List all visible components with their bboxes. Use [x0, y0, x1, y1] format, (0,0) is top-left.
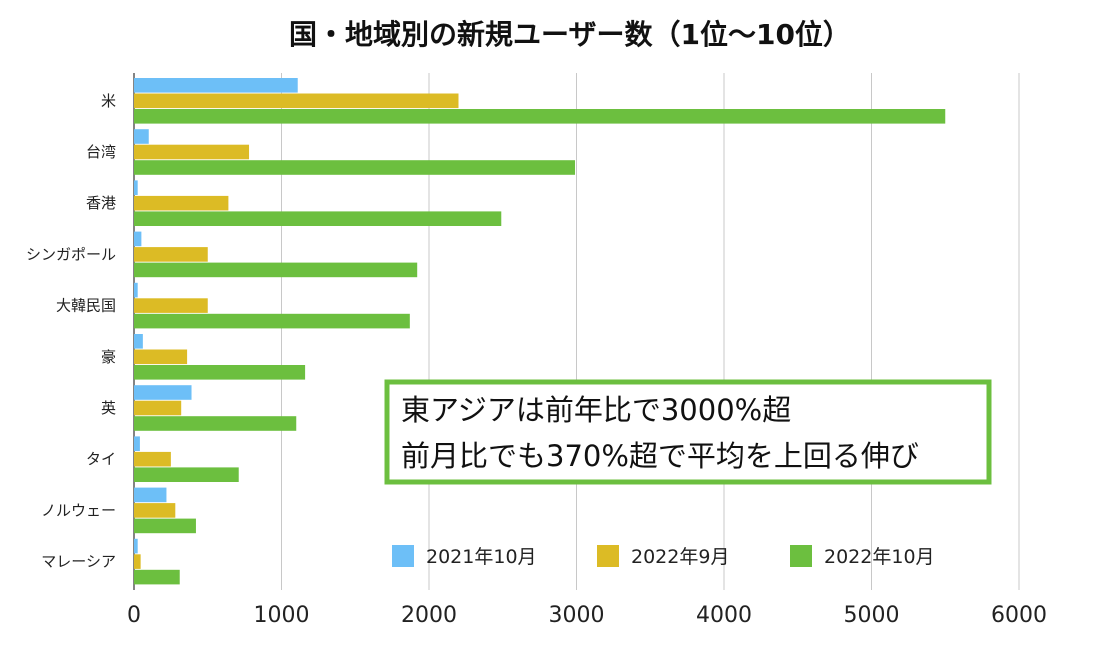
bar — [134, 282, 138, 298]
bar — [134, 160, 576, 175]
bar — [134, 247, 208, 262]
legend-label: 2021年10月 — [426, 546, 537, 568]
bar — [134, 93, 459, 109]
category-label: ノルウェー — [41, 501, 116, 519]
annotation-box: 東アジアは前年比で3000%超 前月比でも370%超で平均を上回る伸び — [384, 379, 992, 485]
category-label: シンガポール — [26, 245, 116, 263]
x-tick-label: 4000 — [696, 603, 752, 628]
legend-swatch — [597, 545, 619, 567]
category-label: 豪 — [101, 348, 116, 366]
category-label: 大韓民国 — [56, 297, 116, 315]
category-label: 米 — [101, 92, 116, 110]
bar — [134, 211, 502, 226]
bar — [134, 385, 192, 400]
bar — [134, 451, 171, 467]
bar — [134, 78, 298, 93]
bar — [134, 518, 196, 534]
bar — [134, 569, 180, 585]
annotation-border — [384, 379, 992, 485]
x-tick-label: 1000 — [254, 603, 310, 628]
bar — [134, 313, 410, 329]
bar — [134, 129, 149, 144]
legend-swatch — [392, 545, 414, 567]
category-label: 香港 — [86, 194, 116, 212]
x-tick-label: 2000 — [401, 603, 457, 628]
legend: 2021年10月 2022年9月 2022年10月 — [392, 545, 935, 568]
annotation-line-1: 東アジアは前年比で3000%超 — [401, 393, 791, 427]
bars — [134, 78, 946, 585]
category-label: タイ — [86, 450, 116, 468]
category-label: マレーシア — [41, 553, 116, 571]
bar — [134, 400, 182, 416]
bar — [134, 416, 297, 431]
legend-label: 2022年9月 — [631, 546, 729, 568]
category-label: 台湾 — [86, 143, 116, 161]
bar — [134, 144, 250, 160]
bar — [134, 349, 188, 365]
bar — [134, 262, 418, 278]
bar — [134, 503, 176, 518]
x-tick-label: 6000 — [991, 603, 1047, 628]
bar — [134, 365, 306, 380]
bar — [134, 538, 138, 554]
annotation-line-2: 前月比でも370%超で平均を上回る伸び — [401, 439, 919, 473]
gridlines — [133, 73, 1020, 590]
x-tick-label: 5000 — [844, 603, 900, 628]
chart-title: 国・地域別の新規ユーザー数（1位〜10位） — [289, 18, 851, 51]
legend-swatch — [790, 545, 812, 567]
legend-label: 2022年10月 — [824, 546, 935, 568]
bar — [134, 436, 140, 451]
bar — [134, 467, 239, 482]
bar — [134, 487, 167, 503]
x-tick-label: 3000 — [549, 603, 605, 628]
x-tick-labels: 0 1000 2000 3000 4000 5000 6000 — [127, 603, 1047, 628]
bar — [134, 109, 946, 124]
bar — [134, 554, 141, 569]
bar — [134, 334, 143, 349]
x-tick-label: 0 — [127, 603, 141, 628]
bar — [134, 195, 229, 211]
category-label: 英 — [101, 399, 116, 417]
bar — [134, 231, 142, 247]
bar — [134, 180, 138, 195]
bar — [134, 298, 208, 313]
